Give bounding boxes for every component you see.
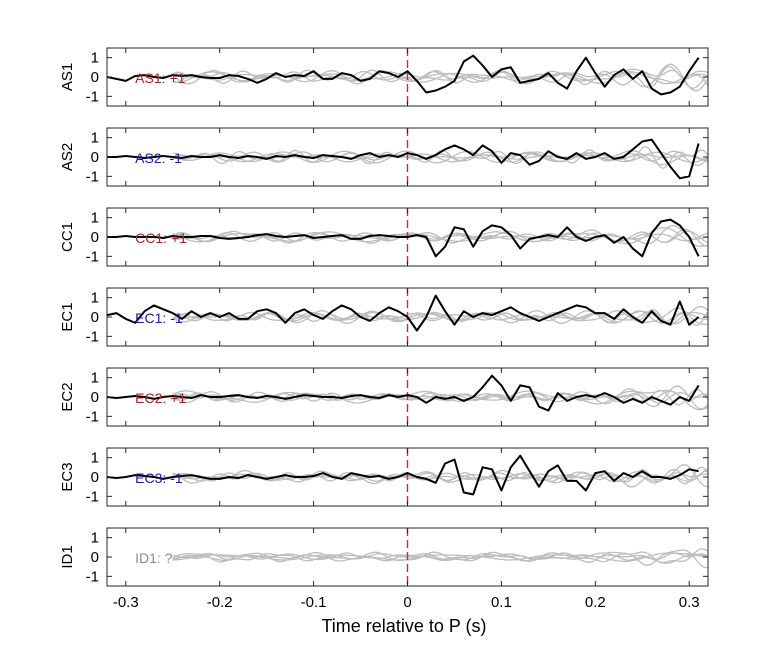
panel-cc1: CC1: +1 1 0 -1 CC1 bbox=[59, 207, 709, 267]
panel-as1: AS1: +1 1 0 -1 AS1 bbox=[59, 47, 709, 107]
y-tick-label: 1 bbox=[91, 530, 99, 547]
background-trace bbox=[172, 549, 708, 569]
background-trace bbox=[172, 552, 708, 562]
polarity-label: CC1: +1 bbox=[135, 230, 187, 246]
y-tick-label: -1 bbox=[86, 568, 99, 585]
y-tick-label: 0 bbox=[91, 549, 99, 566]
x-tick-label: 0.1 bbox=[491, 594, 512, 611]
background-trace bbox=[172, 389, 708, 411]
background-traces bbox=[172, 146, 708, 169]
x-tick-label: -0.2 bbox=[207, 594, 233, 611]
station-label: EC1 bbox=[59, 302, 76, 331]
background-trace bbox=[172, 150, 708, 166]
y-tick-label: 0 bbox=[91, 469, 99, 486]
trace-as2 bbox=[107, 138, 700, 180]
background-trace bbox=[172, 65, 708, 89]
y-tick-label: 1 bbox=[91, 130, 99, 147]
panel-ec2: EC2: +1 1 0 -1 EC2 bbox=[59, 367, 709, 427]
panel-ec1: EC1: -1 1 0 -1 EC1 bbox=[59, 287, 709, 347]
station-label: AS1 bbox=[59, 63, 76, 91]
background-traces bbox=[172, 224, 708, 247]
panel-id1: ID1: ? 1 0 -1 ID1 bbox=[59, 527, 709, 587]
x-axis-label: Time relative to P (s) bbox=[321, 616, 486, 636]
y-tick-label: 1 bbox=[91, 370, 99, 387]
x-axis: -0.3 -0.2 -0.1 0 0.1 0.2 0.3 bbox=[113, 594, 700, 611]
y-tick-label: 0 bbox=[91, 309, 99, 326]
polarity-label: ID1: ? bbox=[135, 550, 173, 566]
x-tick-label: -0.1 bbox=[301, 594, 327, 611]
y-tick-label: -1 bbox=[86, 408, 99, 425]
y-tick-label: 1 bbox=[91, 210, 99, 227]
background-trace bbox=[172, 310, 708, 325]
background-trace bbox=[172, 228, 708, 247]
panel-as2: AS2: -1 1 0 -1 AS2 bbox=[59, 127, 709, 187]
polarity-label: EC2: +1 bbox=[135, 390, 186, 406]
polarity-label: AS2: -1 bbox=[135, 150, 182, 166]
background-traces bbox=[172, 548, 708, 569]
y-tick-label: 1 bbox=[91, 50, 99, 67]
y-tick-label: -1 bbox=[86, 88, 99, 105]
background-trace bbox=[172, 309, 708, 326]
station-label: EC3 bbox=[59, 462, 76, 491]
background-trace bbox=[172, 390, 708, 403]
background-traces bbox=[172, 305, 708, 326]
polarity-label: EC3: -1 bbox=[135, 470, 183, 486]
x-tick-label: 0.2 bbox=[585, 594, 606, 611]
background-trace bbox=[172, 552, 708, 564]
y-tick-label: 1 bbox=[91, 290, 99, 307]
y-tick-label: 1 bbox=[91, 450, 99, 467]
trace-ec1 bbox=[107, 294, 700, 332]
background-trace bbox=[172, 70, 708, 84]
station-label: CC1 bbox=[59, 222, 76, 252]
polarity-label: AS1: +1 bbox=[135, 70, 185, 86]
y-tick-label: 0 bbox=[91, 229, 99, 246]
polarity-label: EC1: -1 bbox=[135, 310, 183, 326]
y-tick-label: -1 bbox=[86, 328, 99, 345]
trace-as1 bbox=[107, 54, 700, 96]
station-label: AS2 bbox=[59, 143, 76, 171]
trace-ec3 bbox=[107, 454, 699, 496]
trace-ec2 bbox=[107, 374, 700, 412]
x-tick-label: -0.3 bbox=[113, 594, 139, 611]
background-trace bbox=[172, 548, 708, 564]
y-tick-label: -1 bbox=[86, 168, 99, 185]
panel-ec3: EC3: -1 1 0 -1 EC3 bbox=[59, 447, 709, 507]
x-tick-label: 0 bbox=[403, 594, 411, 611]
y-tick-label: 0 bbox=[91, 389, 99, 406]
station-label: ID1 bbox=[59, 545, 76, 568]
y-tick-label: -1 bbox=[86, 488, 99, 505]
station-label: EC2 bbox=[59, 382, 76, 411]
background-trace bbox=[172, 468, 708, 484]
background-traces bbox=[172, 63, 708, 92]
y-tick-label: 0 bbox=[91, 149, 99, 166]
trace-cc1 bbox=[107, 218, 700, 258]
y-tick-label: 0 bbox=[91, 69, 99, 86]
y-tick-label: -1 bbox=[86, 248, 99, 265]
x-tick-label: 0.3 bbox=[679, 594, 700, 611]
background-trace bbox=[172, 150, 708, 164]
